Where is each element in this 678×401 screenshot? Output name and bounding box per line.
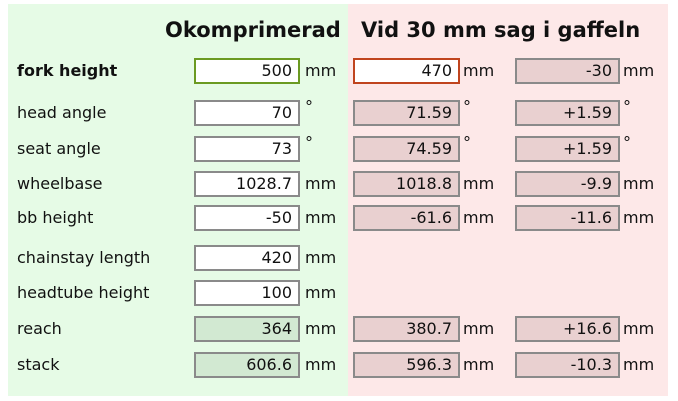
column-header: Okomprimerad	[165, 18, 341, 42]
unit: mm	[305, 248, 337, 267]
output-field: -9.9	[515, 171, 620, 197]
output-field: 380.7	[353, 316, 460, 342]
output-field: 596.3	[353, 352, 460, 378]
output-field: +16.6	[515, 316, 620, 342]
row-label: stack	[17, 355, 60, 374]
unit: mm	[463, 174, 495, 193]
input-field[interactable]: 70	[194, 100, 300, 126]
row-label: bb height	[17, 208, 94, 227]
input-field[interactable]: 1028.7	[194, 171, 300, 197]
row-label: seat angle	[17, 139, 101, 158]
unit: mm	[305, 174, 337, 193]
output-field: +1.59	[515, 100, 620, 126]
row-label: wheelbase	[17, 174, 103, 193]
input-field[interactable]: 500	[194, 58, 300, 84]
row-label: fork height	[17, 61, 118, 80]
output-field: 364	[194, 316, 300, 342]
row-label: head angle	[17, 103, 107, 122]
output-field: -30	[515, 58, 620, 84]
unit: mm	[463, 208, 495, 227]
output-field: +1.59	[515, 136, 620, 162]
unit: °	[623, 97, 631, 116]
input-field[interactable]: 73	[194, 136, 300, 162]
unit: °	[305, 97, 313, 116]
unit: mm	[623, 61, 655, 80]
unit: mm	[305, 355, 337, 374]
input-field[interactable]: 100	[194, 280, 300, 306]
input-field[interactable]: -50	[194, 205, 300, 231]
row-label: headtube height	[17, 283, 150, 302]
unit: mm	[305, 283, 337, 302]
unit: mm	[305, 61, 337, 80]
output-field: 71.59	[353, 100, 460, 126]
input-field[interactable]: 470	[353, 58, 460, 84]
input-field[interactable]: 420	[194, 245, 300, 271]
output-field: -10.3	[515, 352, 620, 378]
row-label: chainstay length	[17, 248, 151, 267]
unit: °	[463, 97, 471, 116]
column-header: Vid 30 mm sag i gaffeln	[361, 18, 641, 42]
unit: mm	[623, 174, 655, 193]
unit: mm	[463, 355, 495, 374]
output-field: 74.59	[353, 136, 460, 162]
unit: mm	[463, 319, 495, 338]
row-label: reach	[17, 319, 62, 338]
unit: mm	[623, 355, 655, 374]
unit: mm	[305, 208, 337, 227]
unit: mm	[463, 61, 495, 80]
unit: mm	[623, 208, 655, 227]
unit: °	[463, 133, 471, 152]
unit: mm	[623, 319, 655, 338]
output-field: -11.6	[515, 205, 620, 231]
unit: °	[623, 133, 631, 152]
output-field: -61.6	[353, 205, 460, 231]
unit: mm	[305, 319, 337, 338]
output-field: 1018.8	[353, 171, 460, 197]
unit: °	[305, 133, 313, 152]
output-field: 606.6	[194, 352, 300, 378]
